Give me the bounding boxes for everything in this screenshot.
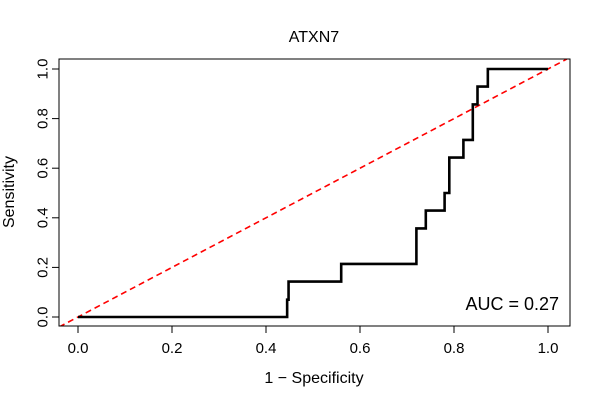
x-axis: 0.0 0.2 0.4 0.6 0.8 1.0: [68, 325, 559, 357]
chart-title: ATXN7: [289, 29, 339, 46]
x-tick-label: 0.6: [350, 340, 371, 357]
y-tick-label: 0.2: [35, 257, 52, 278]
series-layer: [59, 59, 568, 326]
roc-curve-line: [78, 67, 548, 319]
y-tick-label: 1.0: [35, 59, 52, 80]
x-tick-label: 0.2: [162, 340, 183, 357]
y-axis-label: Sensitivity: [1, 156, 18, 228]
auc-annotation: AUC = 0.27: [465, 294, 559, 314]
reference-diagonal-line: [59, 59, 568, 326]
x-tick-label: 0.8: [444, 340, 465, 357]
x-tick-label: 0.0: [68, 340, 89, 357]
y-tick-label: 0.0: [35, 307, 52, 328]
y-tick-label: 0.4: [35, 207, 52, 228]
y-axis: 0.0 0.2 0.4 0.6 0.8 1.0: [35, 59, 60, 328]
x-tick-label: 0.4: [256, 340, 277, 357]
x-tick-label: 1.0: [538, 340, 559, 357]
x-axis-label: 1 − Specificity: [264, 370, 363, 387]
y-tick-label: 0.6: [35, 158, 52, 179]
y-tick-label: 0.8: [35, 108, 52, 129]
plot-frame: [58, 58, 571, 327]
